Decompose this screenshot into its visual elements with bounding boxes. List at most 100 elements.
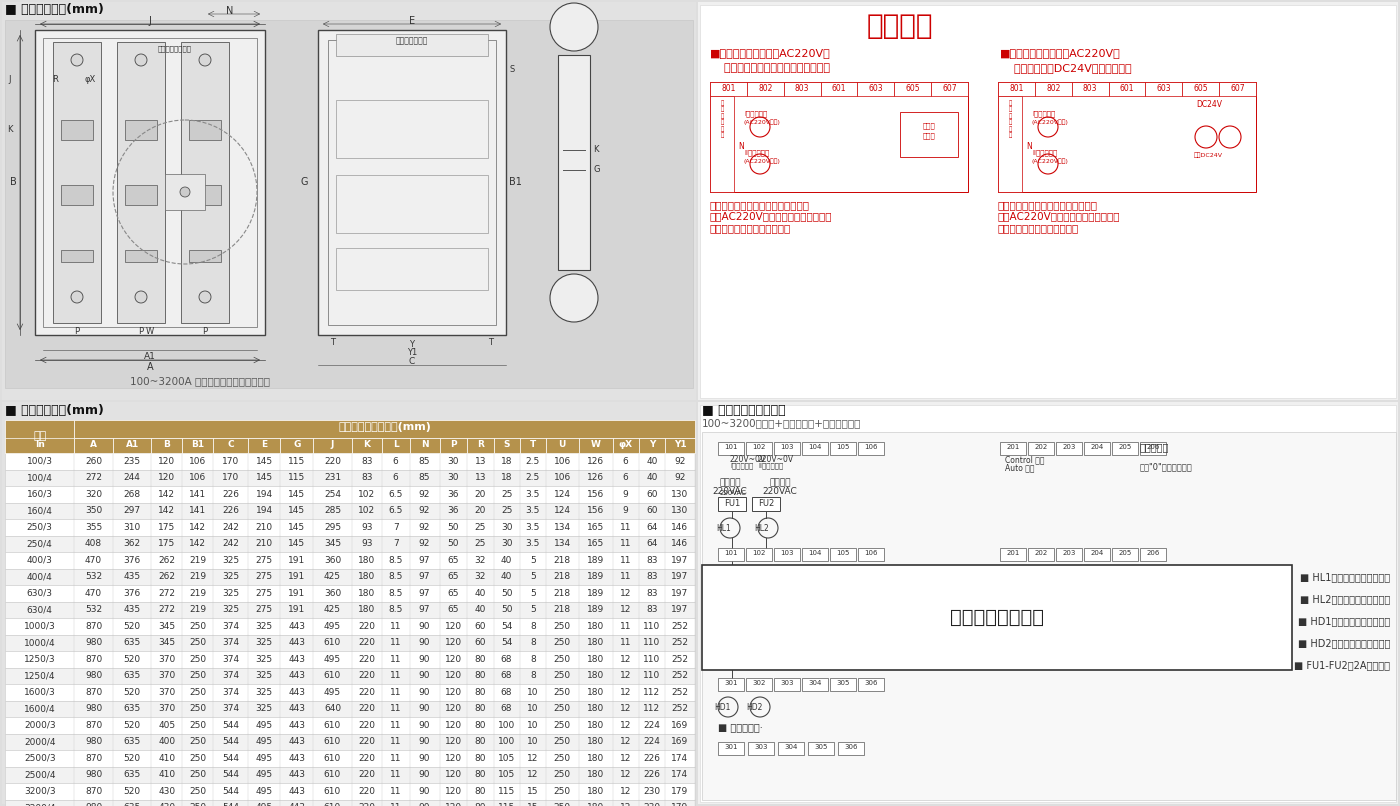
Text: C: C — [409, 357, 416, 366]
Text: 12: 12 — [528, 754, 539, 762]
Text: 25: 25 — [475, 539, 486, 548]
Text: 40: 40 — [647, 457, 658, 466]
Text: 110: 110 — [643, 654, 661, 664]
Text: φX: φX — [84, 75, 95, 84]
Text: 11: 11 — [391, 737, 402, 746]
Text: 68: 68 — [501, 654, 512, 664]
Text: ■ FU1-FU2为2A保险丝。: ■ FU1-FU2为2A保险丝。 — [1294, 660, 1390, 670]
Text: I路电源端组: I路电源端组 — [729, 462, 753, 468]
Bar — [6, 453, 694, 470]
Text: 605: 605 — [1193, 84, 1208, 93]
Text: 3.5: 3.5 — [525, 490, 540, 499]
Text: 218: 218 — [554, 572, 571, 581]
Text: 10: 10 — [526, 721, 539, 729]
Text: 802: 802 — [757, 84, 773, 93]
Text: FU2: FU2 — [757, 499, 774, 508]
Text: 374: 374 — [221, 671, 239, 680]
Text: 495: 495 — [323, 654, 342, 664]
Text: 10: 10 — [526, 688, 539, 696]
Text: 220: 220 — [358, 638, 375, 647]
Text: 345: 345 — [158, 638, 175, 647]
Text: 120: 120 — [158, 473, 175, 482]
Text: 11: 11 — [391, 671, 402, 680]
Bar — [62, 185, 92, 205]
Bar — [43, 38, 258, 327]
Text: 262: 262 — [158, 572, 175, 581]
Text: 170: 170 — [221, 457, 239, 466]
Bar — [774, 442, 799, 455]
Bar — [336, 175, 489, 233]
Text: 191: 191 — [288, 588, 305, 598]
Bar — [6, 684, 694, 700]
Text: 2000/4: 2000/4 — [24, 737, 56, 746]
Text: 3.5: 3.5 — [525, 506, 540, 515]
Text: Y: Y — [648, 440, 655, 449]
Text: 254: 254 — [323, 490, 342, 499]
Text: ■基本便捷高端有源（AC220V）: ■基本便捷高端有源（AC220V） — [710, 48, 830, 58]
Text: 12: 12 — [620, 605, 631, 614]
Text: 83: 83 — [361, 457, 372, 466]
Text: W: W — [591, 440, 601, 449]
Text: B1: B1 — [190, 440, 204, 449]
Bar — [1, 402, 696, 804]
Text: 495: 495 — [256, 771, 273, 779]
Circle shape — [71, 291, 83, 303]
Bar — [6, 667, 694, 684]
Text: 194: 194 — [256, 490, 273, 499]
Text: 607: 607 — [1231, 84, 1245, 93]
Text: 252: 252 — [672, 671, 689, 680]
Text: 25: 25 — [501, 506, 512, 515]
Text: 250: 250 — [189, 721, 206, 729]
Circle shape — [134, 291, 147, 303]
Text: 370: 370 — [158, 688, 175, 696]
Text: 204: 204 — [1091, 444, 1103, 450]
Text: 65: 65 — [448, 588, 459, 598]
Text: 90: 90 — [419, 671, 430, 680]
Bar — [830, 548, 855, 561]
Text: G: G — [293, 440, 301, 449]
Text: 60: 60 — [475, 638, 486, 647]
Text: 220V~0V: 220V~0V — [729, 455, 766, 464]
Text: 544: 544 — [221, 754, 239, 762]
Text: 252: 252 — [672, 621, 689, 631]
Bar — [774, 678, 799, 691]
Text: 275: 275 — [256, 556, 273, 565]
Text: 191: 191 — [288, 572, 305, 581]
Text: 124: 124 — [554, 506, 571, 515]
Text: 220: 220 — [358, 737, 375, 746]
Text: 3.5: 3.5 — [525, 539, 540, 548]
Bar — [118, 42, 165, 323]
Bar — [6, 535, 694, 552]
Text: 13: 13 — [475, 473, 486, 482]
Bar — [6, 420, 74, 453]
Text: 374: 374 — [221, 621, 239, 631]
Text: 360: 360 — [323, 556, 342, 565]
Text: 11: 11 — [620, 638, 631, 647]
Text: 170: 170 — [221, 473, 239, 482]
Text: 106: 106 — [864, 444, 878, 450]
Text: 64: 64 — [647, 523, 658, 532]
Bar — [998, 82, 1256, 192]
Bar — [336, 248, 489, 290]
Bar — [519, 438, 546, 453]
Text: 635: 635 — [123, 704, 141, 713]
Text: ■ 外接端子接线方式图: ■ 外接端子接线方式图 — [701, 404, 785, 417]
Text: 250: 250 — [554, 787, 571, 796]
Text: In: In — [35, 440, 45, 449]
Text: 520: 520 — [123, 621, 140, 631]
Text: 180: 180 — [587, 804, 605, 806]
Text: 174: 174 — [672, 754, 689, 762]
Bar — [6, 750, 694, 767]
Text: 90: 90 — [419, 704, 430, 713]
Text: Control 手动: Control 手动 — [1005, 455, 1044, 464]
Text: 272: 272 — [158, 605, 175, 614]
Text: J: J — [330, 440, 335, 449]
Text: 325: 325 — [256, 704, 273, 713]
Text: 8: 8 — [531, 621, 536, 631]
Text: II路电源端组: II路电源端组 — [757, 462, 783, 468]
Text: 376: 376 — [123, 588, 141, 598]
Text: 175: 175 — [158, 539, 175, 548]
Text: 305: 305 — [836, 680, 850, 686]
Text: 430: 430 — [158, 787, 175, 796]
Text: 110: 110 — [643, 621, 661, 631]
